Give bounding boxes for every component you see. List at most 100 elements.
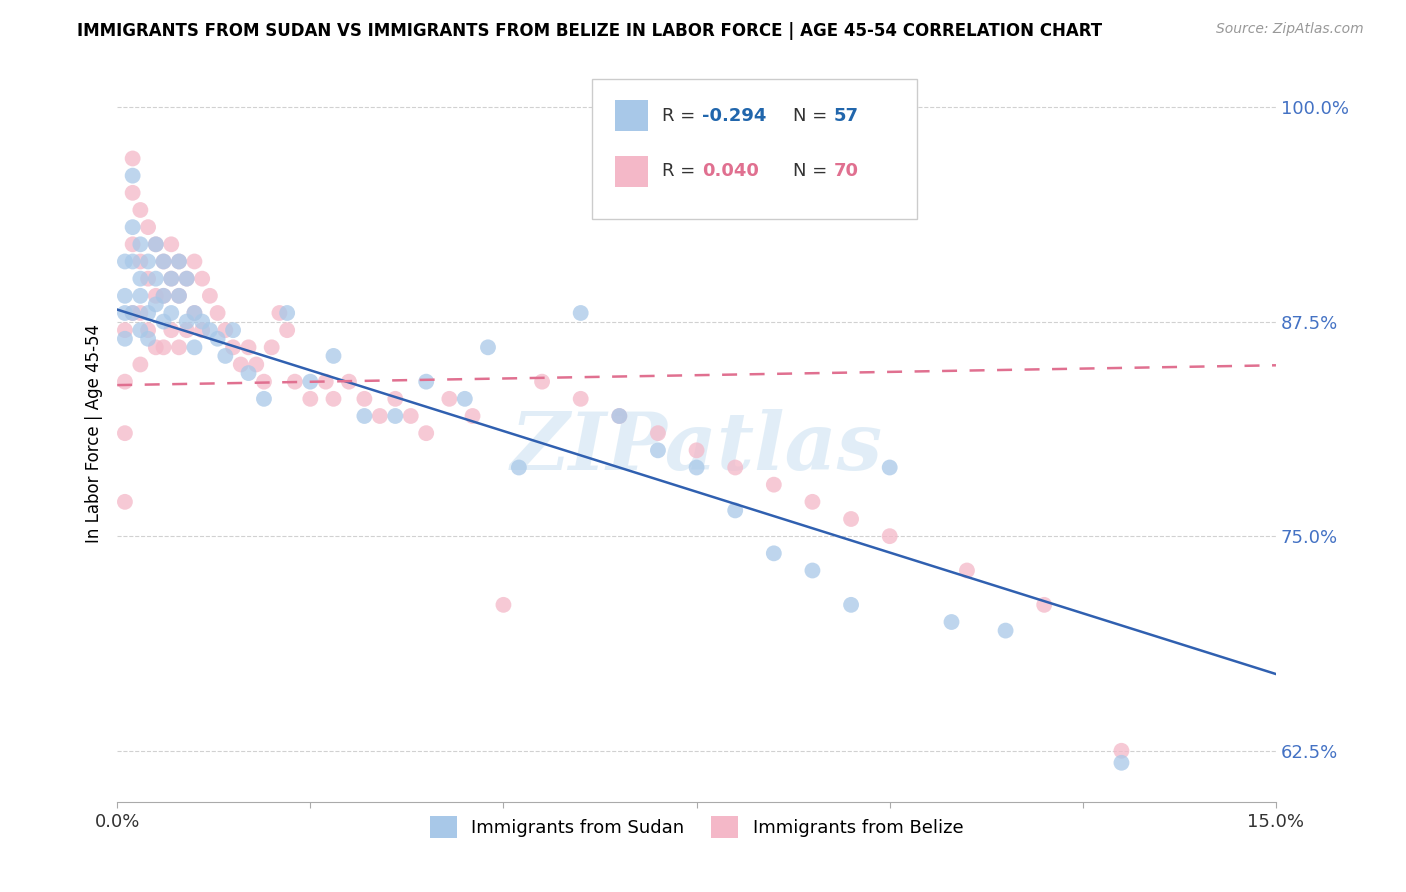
Point [492,598,515,612]
Point [839,512,862,526]
Point [152,289,174,303]
Point [114,306,136,320]
Point [160,271,183,285]
FancyBboxPatch shape [592,78,917,219]
Point [145,289,167,303]
Point [145,340,167,354]
Point [607,409,630,423]
Point [136,220,159,235]
Point [839,598,862,612]
Point [152,254,174,268]
Point [368,409,391,423]
Point [183,254,205,268]
Point [129,358,152,372]
Point [647,426,669,441]
Point [762,477,785,491]
Point [121,306,143,320]
Point [801,495,824,509]
Point [879,460,901,475]
Point [114,375,136,389]
Point [607,409,630,423]
Point [198,289,221,303]
Point [222,340,245,354]
Point [315,375,337,389]
Point [214,349,236,363]
Point [322,392,344,406]
Point [145,237,167,252]
Point [879,529,901,543]
Point [121,186,143,200]
Point [176,323,198,337]
Point [207,332,229,346]
Point [152,315,174,329]
Point [191,271,214,285]
Point [136,306,159,320]
Point [198,323,221,337]
Text: 70: 70 [834,162,858,180]
Point [941,615,963,629]
Point [129,306,152,320]
Point [454,392,477,406]
Text: 57: 57 [834,107,858,125]
Point [121,237,143,252]
Point [114,323,136,337]
Point [569,392,592,406]
Text: ZIPatlas: ZIPatlas [510,409,883,487]
Point [724,503,747,517]
Point [207,306,229,320]
Point [762,546,785,560]
Point [121,306,143,320]
Point [284,375,307,389]
Point [461,409,484,423]
Point [129,323,152,337]
Point [121,254,143,268]
Point [121,169,143,183]
Point [253,375,276,389]
Point [160,306,183,320]
Point [299,392,322,406]
Point [415,426,437,441]
Point [183,306,205,320]
Point [183,340,205,354]
Legend: Immigrants from Sudan, Immigrants from Belize: Immigrants from Sudan, Immigrants from B… [422,808,970,845]
Point [136,323,159,337]
Point [531,375,554,389]
Text: R =: R = [662,107,700,125]
Bar [616,155,648,186]
Point [167,289,190,303]
Point [337,375,360,389]
Point [384,392,406,406]
Point [245,358,267,372]
Point [229,358,252,372]
Point [399,409,422,423]
Point [260,340,283,354]
Point [191,315,214,329]
Point [136,271,159,285]
Point [1033,598,1056,612]
Point [415,375,437,389]
Point [129,289,152,303]
Point [114,254,136,268]
Point [276,306,298,320]
Text: -0.294: -0.294 [703,107,766,125]
Point [114,289,136,303]
Point [145,297,167,311]
Point [176,271,198,285]
Point [176,271,198,285]
Point [167,289,190,303]
Point [191,323,214,337]
Point [214,323,236,337]
Point [439,392,461,406]
Point [160,271,183,285]
Point [1111,744,1133,758]
Y-axis label: In Labor Force | Age 45-54: In Labor Force | Age 45-54 [86,324,103,542]
Point [685,443,707,458]
Text: IMMIGRANTS FROM SUDAN VS IMMIGRANTS FROM BELIZE IN LABOR FORCE | AGE 45-54 CORRE: IMMIGRANTS FROM SUDAN VS IMMIGRANTS FROM… [77,22,1102,40]
Point [160,237,183,252]
Point [183,306,205,320]
Point [152,289,174,303]
Point [176,315,198,329]
Point [167,340,190,354]
Point [114,495,136,509]
Point [129,202,152,217]
